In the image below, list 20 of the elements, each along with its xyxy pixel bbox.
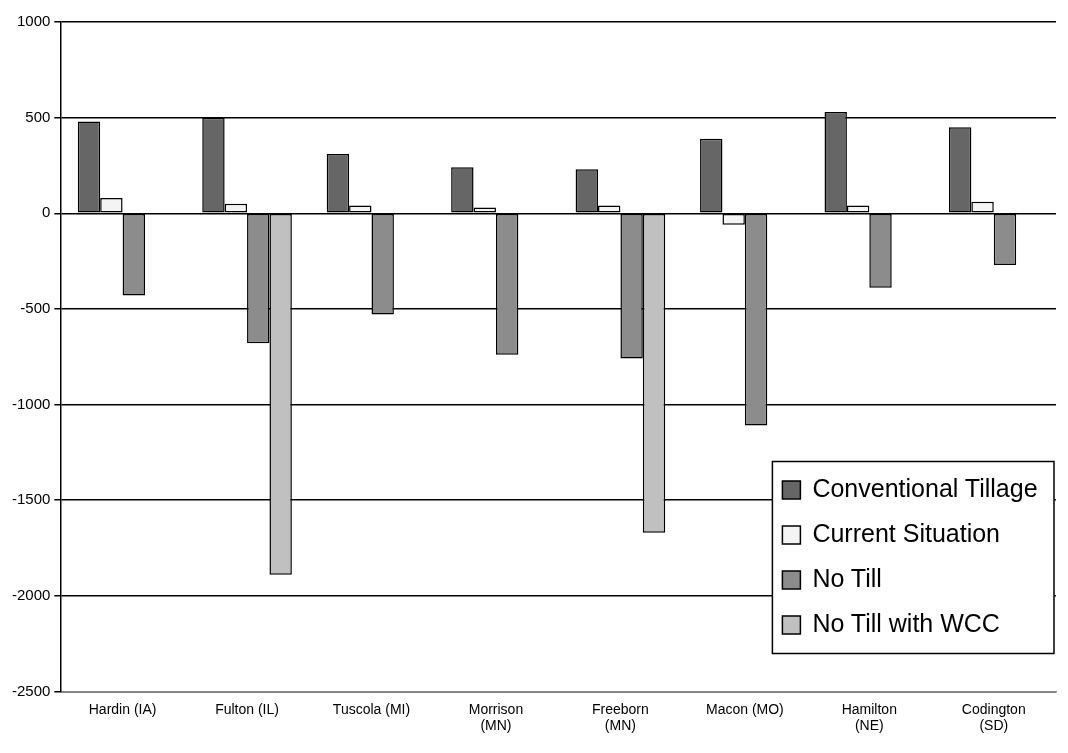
- legend-label: No Till: [812, 563, 882, 592]
- x-tick-label: Morrison (MN): [468, 700, 524, 734]
- y-tick-label: -1500: [11, 490, 51, 508]
- x-tick-label: Macon (MO): [705, 700, 784, 717]
- x-tick-label: Freeborn (MN): [592, 700, 649, 734]
- legend-label: Current Situation: [812, 518, 1001, 547]
- y-tick-label: 0: [42, 203, 51, 221]
- x-tick-label: Hardin (IA): [88, 700, 157, 717]
- x-tick-label: Hamilton (NE): [841, 700, 897, 734]
- x-tick-label: Fulton (IL): [215, 700, 279, 717]
- y-tick-label: -1000: [11, 394, 51, 412]
- x-tick-label: Tuscola (MI): [332, 700, 411, 717]
- y-tick-label: -2500: [11, 681, 51, 699]
- x-tick-label: Codington (SD): [961, 700, 1026, 734]
- y-tick-label: -500: [20, 299, 51, 317]
- y-tick-label: 500: [25, 107, 51, 125]
- legend-label: Conventional Tillage: [812, 473, 1038, 502]
- y-tick-label: -2000: [11, 585, 51, 603]
- legend-label: No Till with WCC: [812, 608, 1000, 637]
- y-tick-label: 1000: [16, 12, 51, 30]
